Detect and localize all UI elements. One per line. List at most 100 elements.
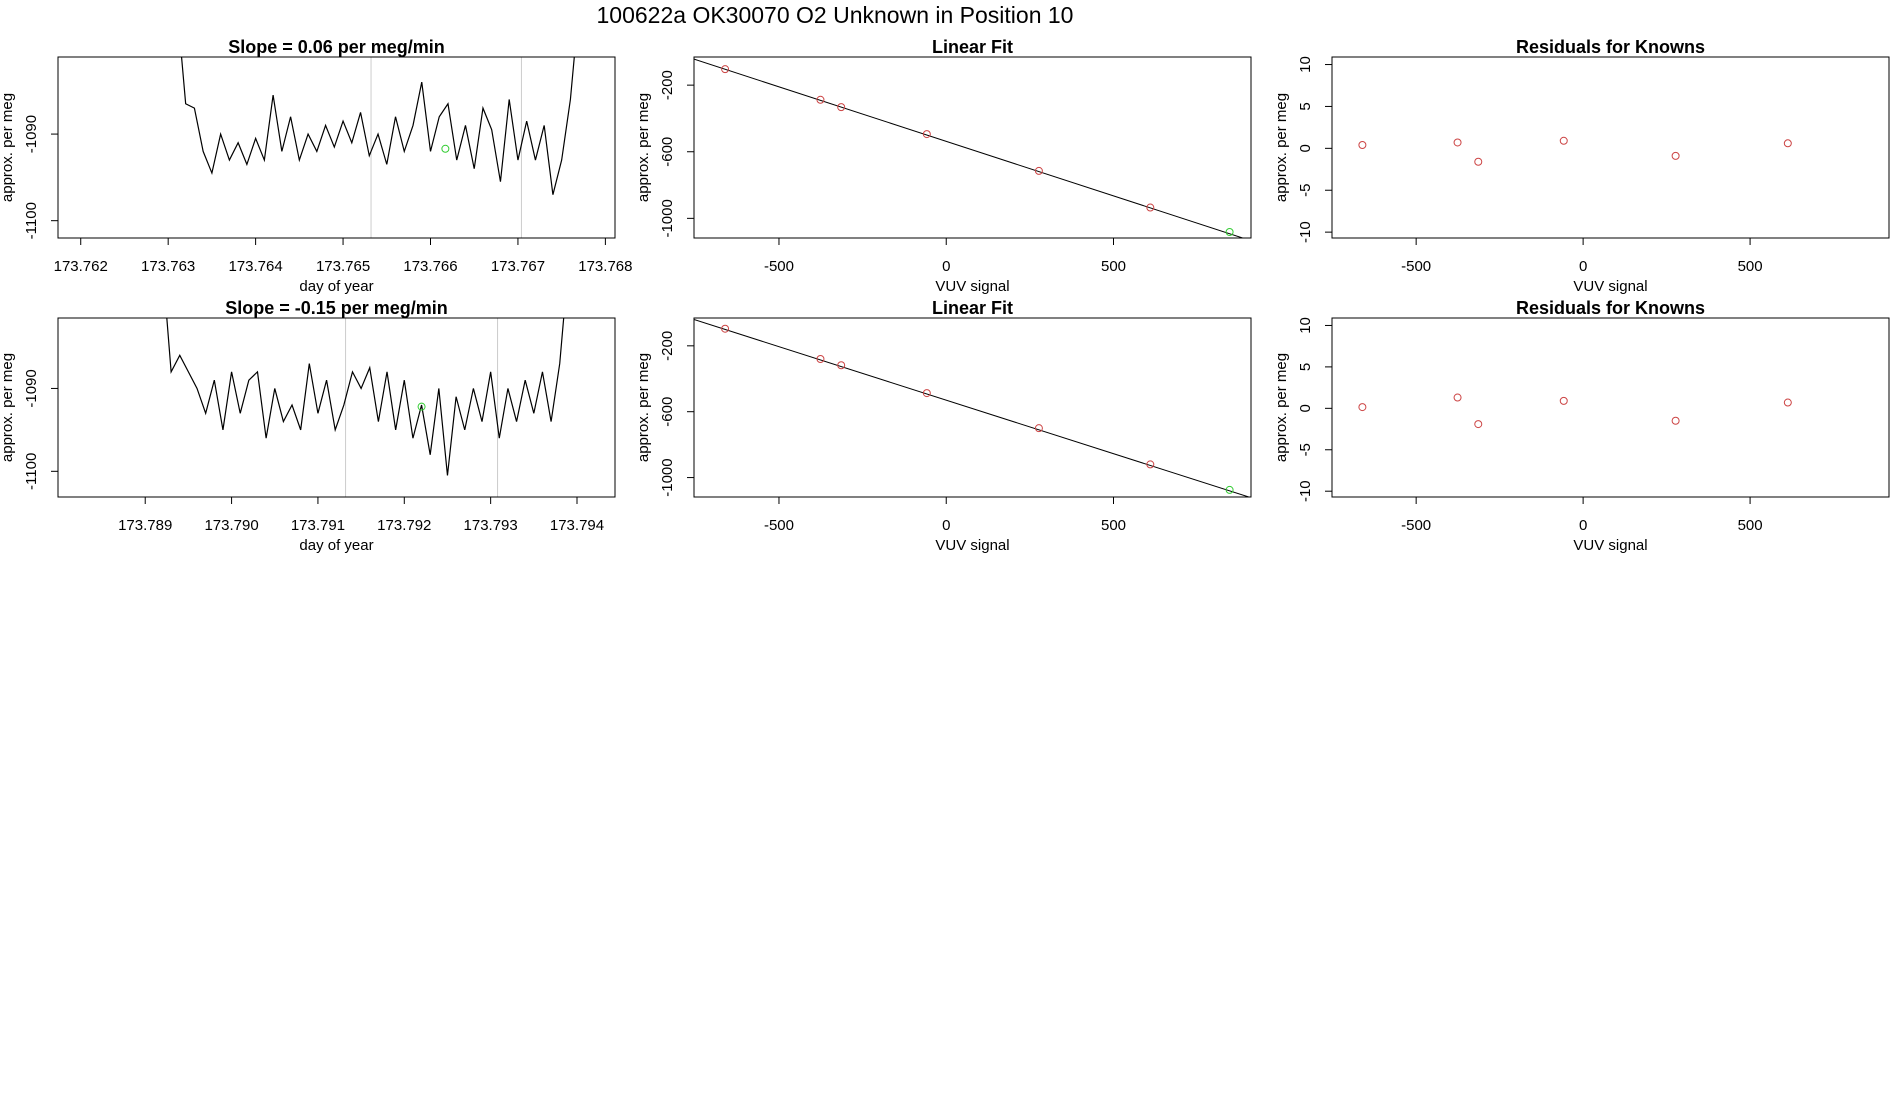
x-tick-label: 173.794 xyxy=(550,517,604,534)
plot-frame xyxy=(693,317,1252,498)
data-point xyxy=(816,95,825,104)
y-axis-label: approx. per meg xyxy=(1273,93,1290,202)
data-point xyxy=(1783,398,1792,407)
x-tick-label: 173.792 xyxy=(377,517,431,534)
x-axis-label: day of year xyxy=(299,537,373,554)
y-tick-label: -1090 xyxy=(23,115,40,153)
highlight-point xyxy=(1225,485,1234,494)
y-axis-label: approx. per meg xyxy=(635,93,652,202)
data-point xyxy=(1559,396,1568,405)
x-tick-label: -500 xyxy=(1401,517,1431,534)
y-tick-label: 10 xyxy=(1297,317,1314,334)
data-point xyxy=(1783,139,1792,148)
y-tick-label: -10 xyxy=(1297,221,1314,243)
y-tick-label: 5 xyxy=(1297,102,1314,110)
y-tick-label: 0 xyxy=(1297,144,1314,152)
x-tick-label: 173.763 xyxy=(141,258,195,275)
y-tick-label: -600 xyxy=(659,397,676,427)
x-tick-label: 0 xyxy=(942,258,950,275)
y-tick-label: -10 xyxy=(1297,480,1314,502)
data-point xyxy=(1474,157,1483,166)
data-point xyxy=(1671,416,1680,425)
data-point xyxy=(1146,203,1155,212)
x-tick-label: 173.765 xyxy=(316,258,370,275)
x-tick-label: 500 xyxy=(1101,258,1126,275)
page-title: 100622a OK30070 O2 Unknown in Position 1… xyxy=(597,2,1074,28)
data-point xyxy=(1034,424,1043,433)
chart-title: Linear Fit xyxy=(932,37,1013,57)
y-tick-label: -1000 xyxy=(659,199,676,237)
x-tick-label: 173.764 xyxy=(228,258,282,275)
y-tick-label: -1100 xyxy=(23,202,40,239)
x-tick-label: 173.762 xyxy=(54,258,108,275)
x-tick-label: 500 xyxy=(1101,517,1126,534)
data-point xyxy=(1671,151,1680,160)
y-tick-label: -1090 xyxy=(23,369,40,407)
plot-frame xyxy=(1331,56,1890,239)
chart-title: Linear Fit xyxy=(932,298,1013,318)
y-tick-label: 10 xyxy=(1297,56,1314,73)
highlight-point xyxy=(441,144,450,153)
chart-title: Slope = -0.15 per meg/min xyxy=(225,298,448,318)
data-point xyxy=(922,130,931,139)
y-tick-label: -1000 xyxy=(659,458,676,496)
data-line xyxy=(180,57,575,195)
plot-frame xyxy=(57,56,616,239)
plot-area xyxy=(1358,393,1792,429)
data-point xyxy=(1474,420,1483,429)
y-tick-label: -600 xyxy=(659,137,676,167)
plot-area xyxy=(694,318,1251,497)
fit-line xyxy=(694,58,1245,238)
chart-title: Residuals for Knowns xyxy=(1516,298,1705,318)
data-point xyxy=(1358,140,1367,149)
chart-title: Residuals for Knowns xyxy=(1516,37,1705,57)
x-tick-label: 0 xyxy=(942,517,950,534)
y-tick-label: -5 xyxy=(1297,443,1314,456)
x-tick-label: 500 xyxy=(1738,258,1763,275)
x-tick-label: 173.766 xyxy=(403,258,457,275)
data-point xyxy=(922,389,931,398)
y-tick-label: 5 xyxy=(1297,363,1314,371)
y-tick-label: -5 xyxy=(1297,184,1314,197)
plot-frame xyxy=(57,317,616,498)
data-point xyxy=(837,103,846,112)
plot-area xyxy=(1358,136,1792,166)
x-tick-label: 173.793 xyxy=(464,517,518,534)
x-tick-label: 0 xyxy=(1579,517,1587,534)
x-tick-label: -500 xyxy=(764,258,794,275)
x-axis-label: day of year xyxy=(299,278,373,295)
plot-frame xyxy=(1331,317,1890,498)
plot-area xyxy=(166,318,565,497)
y-axis-label: approx. per meg xyxy=(0,93,16,202)
data-point xyxy=(1559,136,1568,145)
x-tick-label: -500 xyxy=(1401,258,1431,275)
data-point xyxy=(721,65,730,74)
y-tick-label: -200 xyxy=(659,70,676,100)
chart-title: Slope = 0.06 per meg/min xyxy=(228,37,445,57)
data-point xyxy=(837,361,846,370)
data-point xyxy=(816,355,825,364)
x-tick-label: -500 xyxy=(764,517,794,534)
x-axis-label: VUV signal xyxy=(935,537,1009,554)
x-tick-label: 173.789 xyxy=(118,517,172,534)
data-point xyxy=(1453,393,1462,402)
x-axis-label: VUV signal xyxy=(1573,278,1647,295)
x-tick-label: 0 xyxy=(1579,258,1587,275)
x-tick-label: 173.767 xyxy=(491,258,545,275)
data-point xyxy=(1358,403,1367,412)
fit-line xyxy=(694,318,1251,497)
highlight-point xyxy=(1225,228,1234,237)
data-point xyxy=(1146,460,1155,469)
x-tick-label: 173.790 xyxy=(204,517,258,534)
x-axis-label: VUV signal xyxy=(935,278,1009,295)
y-tick-label: -200 xyxy=(659,331,676,361)
x-tick-label: 173.791 xyxy=(291,517,345,534)
plot-area xyxy=(694,58,1245,238)
x-axis-label: VUV signal xyxy=(1573,537,1647,554)
plot-area xyxy=(180,57,575,238)
x-tick-label: 173.768 xyxy=(578,258,632,275)
y-tick-label: -1100 xyxy=(23,453,40,490)
data-point xyxy=(721,324,730,333)
y-axis-label: approx. per meg xyxy=(0,353,16,462)
